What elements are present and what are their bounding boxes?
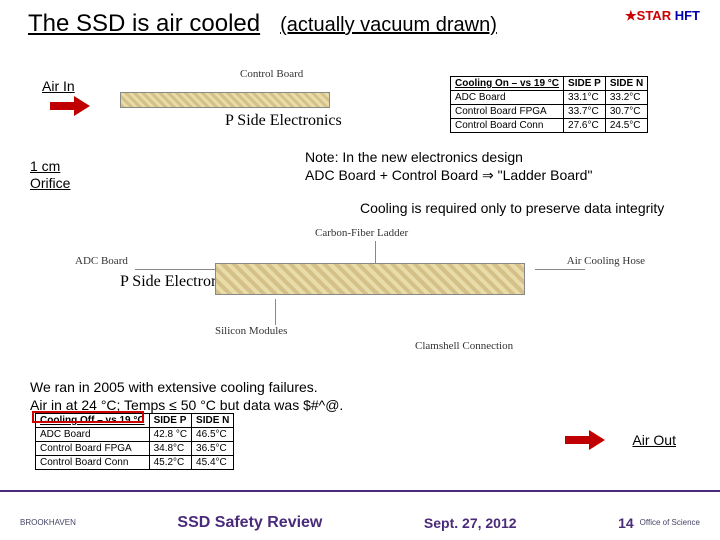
p-side-label-1: P Side Electronics: [225, 112, 342, 130]
ladder-diagram: Carbon-Fiber Ladder ADC Board Air Coolin…: [75, 225, 645, 355]
air-in-label: Air In: [42, 78, 75, 94]
air-out-arrow-icon: [565, 430, 605, 450]
footer-title: SSD Safety Review: [177, 514, 322, 532]
orifice-label: 1 cm Orifice: [30, 158, 70, 192]
footer: BROOKHAVEN SSD Safety Review Sept. 27, 2…: [0, 514, 720, 532]
page-number: 14: [618, 515, 634, 531]
brookhaven-logo: BROOKHAVEN: [20, 519, 76, 527]
page-subtitle: (actually vacuum drawn): [280, 14, 497, 37]
air-in-arrow-icon: [50, 96, 90, 116]
note-new-electronics: Note: In the new electronics design ADC …: [305, 148, 592, 184]
cooling-on-table: Cooling On – vs 19 °CSIDE PSIDE N ADC Bo…: [450, 76, 648, 133]
ran-2005-note: We ran in 2005 with extensive cooling fa…: [30, 378, 343, 414]
air-out-label: Air Out: [632, 432, 676, 448]
page-title: The SSD is air cooled: [28, 10, 260, 38]
star-hft-logo: ★STAR HFT: [625, 8, 700, 24]
footer-date: Sept. 27, 2012: [424, 515, 517, 531]
note-cooling-integrity: Cooling is required only to preserve dat…: [360, 200, 664, 216]
cooling-off-highlight: [32, 411, 144, 423]
footer-divider: [0, 490, 720, 492]
office-science-logo: Office of Science: [640, 519, 700, 527]
